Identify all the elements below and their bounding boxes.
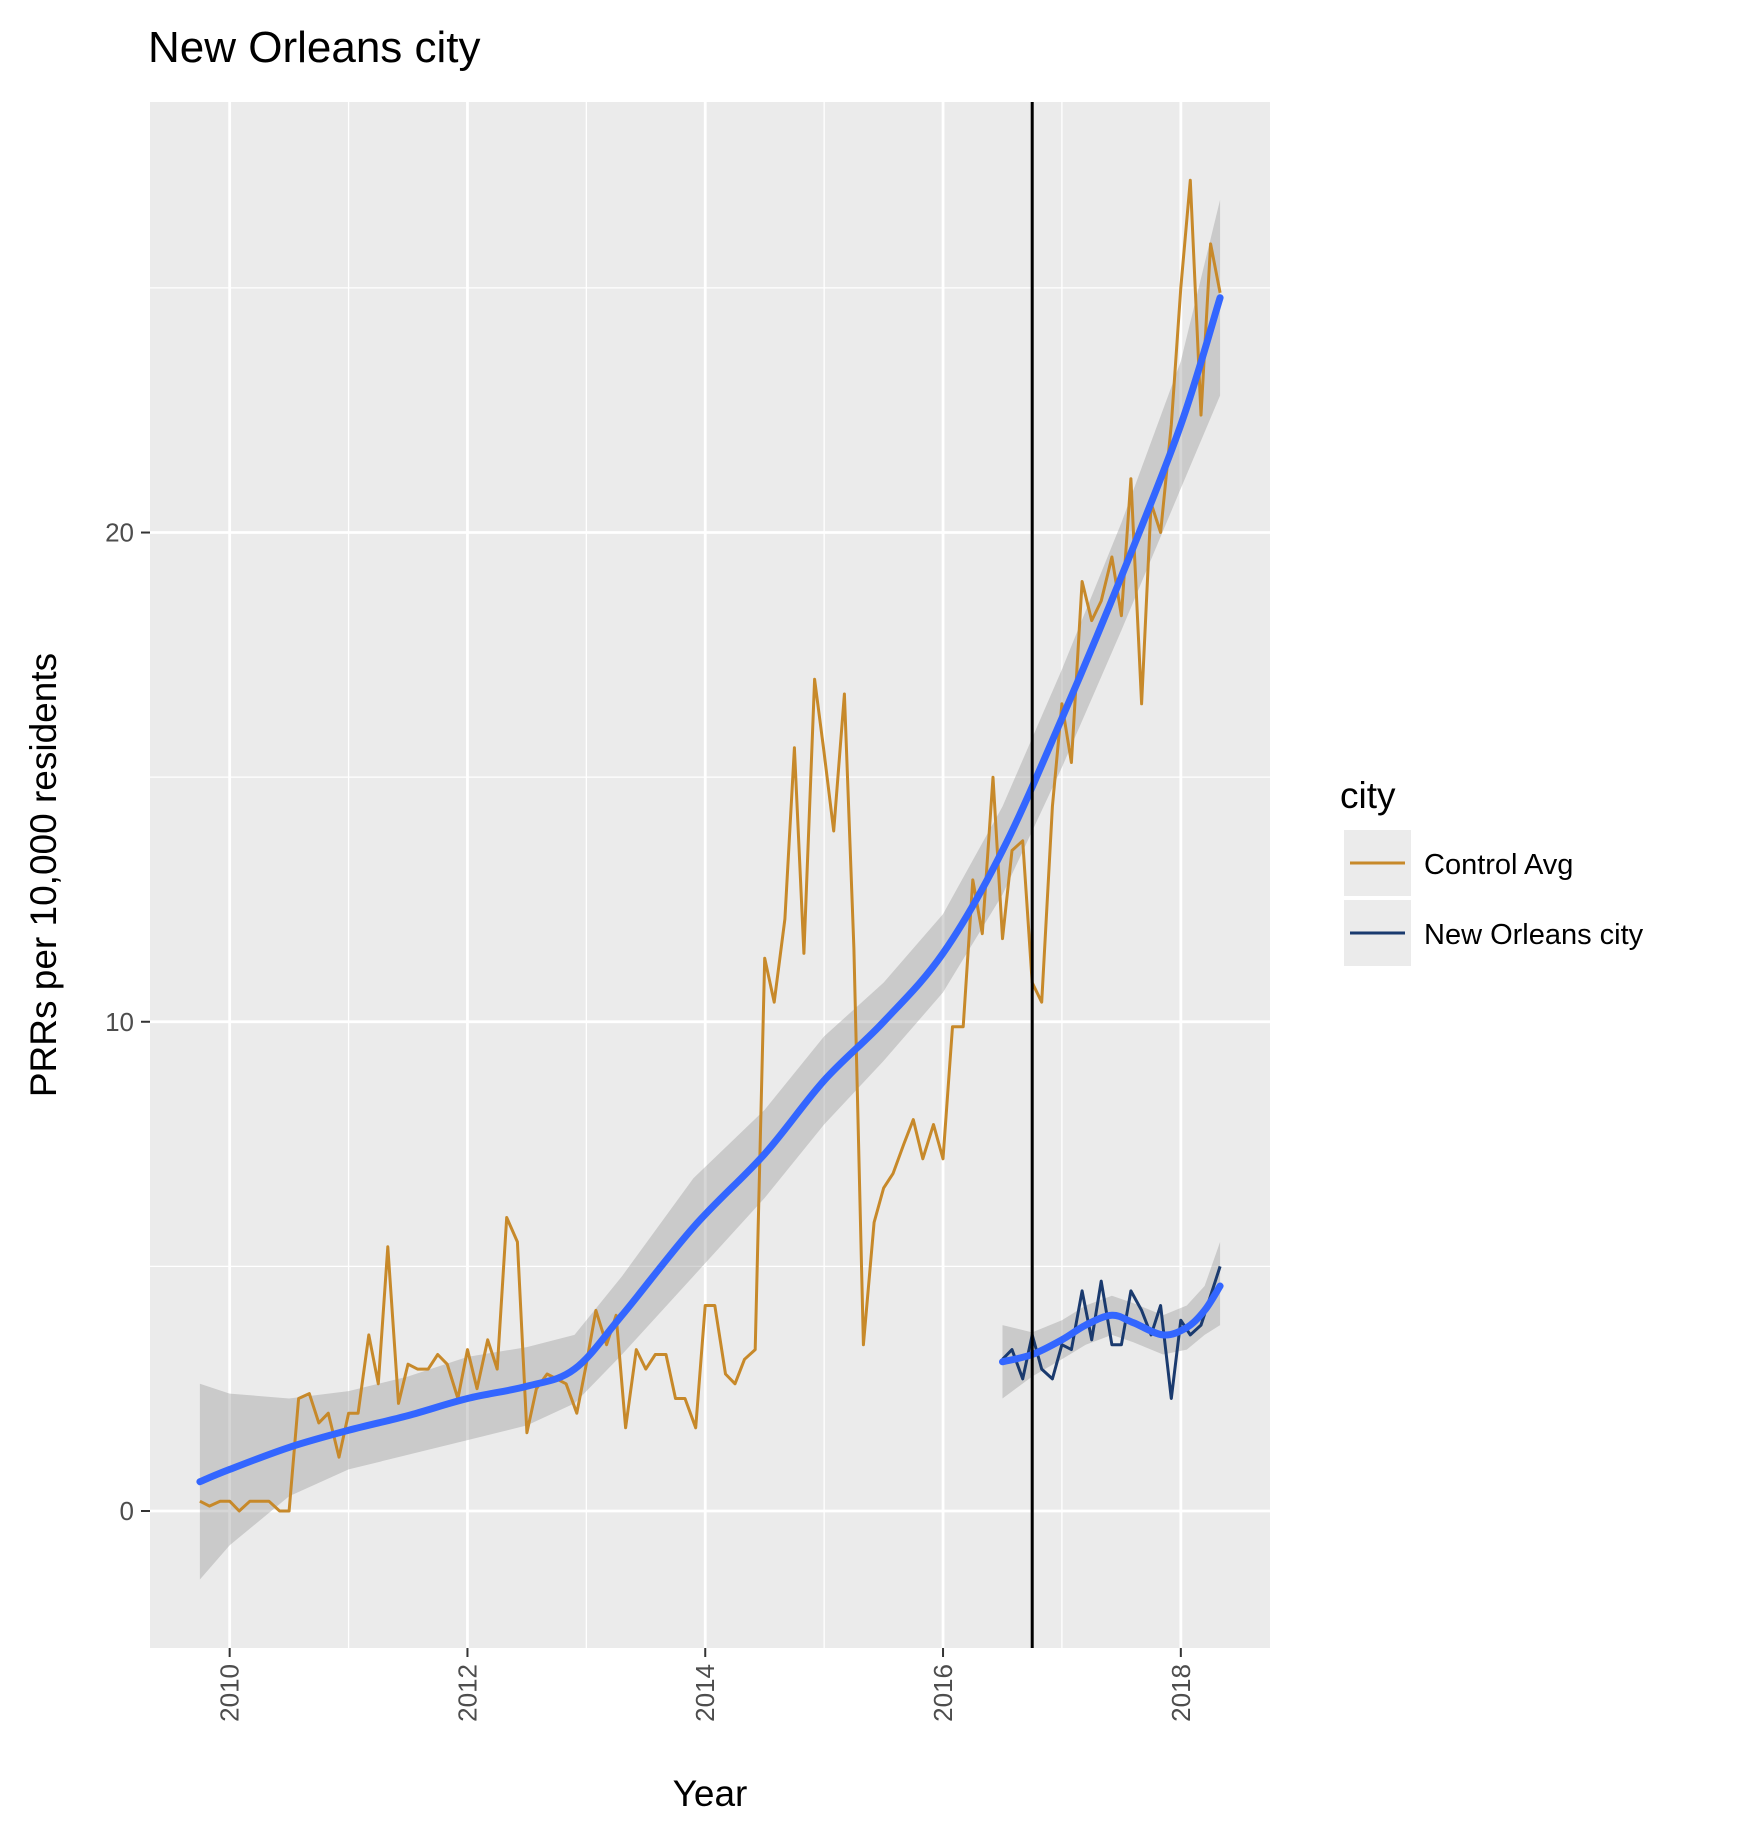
series-line-control-avg — [199, 178, 1222, 1513]
x-axis-ticks: 2010 2012 2014 2016 2018 — [215, 1648, 1196, 1722]
plot-panel — [150, 102, 1270, 1648]
x-tick-label: 2012 — [452, 1664, 482, 1722]
y-tick-label: 20 — [105, 518, 134, 548]
grid-lines — [150, 102, 1270, 1648]
y-axis-ticks: 0 10 20 — [105, 518, 150, 1526]
legend: city Control Avg New Orleans city — [1340, 775, 1644, 966]
y-tick-label: 0 — [120, 1496, 134, 1526]
legend-item-control-avg: Control Avg — [1344, 830, 1573, 896]
legend-label-control-avg: Control Avg — [1424, 849, 1573, 881]
legend-title: city — [1340, 775, 1396, 816]
x-tick-label: 2010 — [215, 1664, 245, 1722]
smooth-line-new-orleans-city — [999, 1282, 1224, 1366]
x-axis-label: Year — [673, 1773, 748, 1814]
y-axis-label: PRRs per 10,000 residents — [23, 653, 64, 1097]
x-tick-label: 2016 — [928, 1664, 958, 1722]
smooth-line-control-avg — [196, 294, 1224, 1486]
legend-item-new-orleans-city: New Orleans city — [1344, 900, 1644, 966]
chart-title: New Orleans city — [148, 23, 481, 72]
smooth-lines — [196, 294, 1224, 1486]
x-tick-label: 2014 — [690, 1664, 720, 1722]
legend-label-new-orleans-city: New Orleans city — [1424, 919, 1644, 951]
y-tick-label: 10 — [105, 1007, 134, 1037]
x-tick-label: 2018 — [1166, 1664, 1196, 1722]
